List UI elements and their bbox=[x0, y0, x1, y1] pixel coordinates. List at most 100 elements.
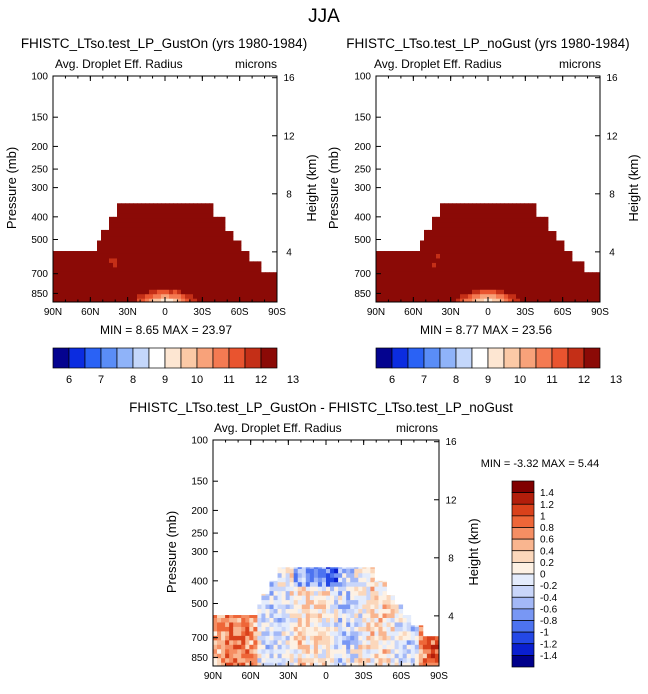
heat-cell bbox=[326, 617, 331, 623]
heat-cell bbox=[137, 245, 142, 250]
heat-cell bbox=[121, 298, 126, 303]
heat-cell bbox=[532, 240, 537, 246]
heat-cell bbox=[137, 294, 142, 300]
heat-cell bbox=[440, 213, 445, 219]
heat-cell bbox=[378, 640, 383, 646]
heat-cell bbox=[508, 258, 513, 264]
heat-cell bbox=[217, 298, 222, 303]
height-tick-label: 12 bbox=[606, 131, 618, 142]
heat-cell bbox=[165, 245, 170, 250]
heat-cell bbox=[113, 222, 118, 228]
heat-cell bbox=[484, 280, 489, 286]
heat-cell bbox=[265, 609, 270, 614]
heat-cell bbox=[53, 298, 58, 303]
heat-cell bbox=[428, 231, 433, 237]
heat-cell bbox=[380, 258, 385, 264]
heat-cell bbox=[468, 203, 473, 206]
heat-cell bbox=[444, 258, 449, 264]
heat-cell bbox=[77, 262, 82, 268]
heat-cell bbox=[157, 231, 162, 237]
heat-cell bbox=[492, 203, 497, 206]
heat-cell bbox=[418, 644, 424, 650]
heat-cell bbox=[53, 285, 58, 291]
heat-cell bbox=[161, 298, 166, 303]
heat-cell bbox=[245, 285, 250, 291]
heat-cell bbox=[125, 285, 130, 291]
heat-cell bbox=[472, 298, 477, 303]
heat-cell bbox=[436, 276, 441, 282]
heat-cell bbox=[193, 203, 198, 206]
heat-cell bbox=[520, 258, 525, 264]
heat-cell bbox=[129, 209, 134, 215]
heat-cell bbox=[448, 222, 453, 228]
heat-cell bbox=[420, 276, 425, 282]
heat-cell bbox=[165, 209, 170, 215]
heat-cell bbox=[472, 204, 477, 210]
heat-cell bbox=[105, 229, 110, 233]
heat-cell bbox=[488, 294, 493, 300]
heat-cell bbox=[189, 222, 194, 228]
heat-cell bbox=[133, 236, 138, 241]
heat-cell bbox=[366, 622, 371, 628]
heat-cell bbox=[492, 231, 497, 237]
heat-cell bbox=[181, 218, 186, 224]
heat-cell bbox=[386, 609, 391, 614]
heat-cell bbox=[432, 227, 437, 233]
heat-cell bbox=[584, 272, 589, 277]
heat-cell bbox=[350, 626, 355, 632]
heat-cell bbox=[484, 218, 489, 224]
heat-cell bbox=[277, 573, 283, 579]
heat-cell bbox=[346, 577, 351, 583]
heat-cell bbox=[241, 635, 246, 641]
heat-cell bbox=[366, 577, 371, 583]
heat-cell bbox=[209, 262, 214, 268]
heat-cell bbox=[488, 298, 493, 303]
heat-cell bbox=[330, 577, 335, 583]
heat-cell bbox=[334, 582, 339, 588]
heat-cell bbox=[396, 262, 401, 268]
heat-cell bbox=[177, 209, 182, 215]
heat-cell bbox=[334, 595, 339, 601]
heat-cell bbox=[217, 662, 222, 667]
heat-cell bbox=[229, 626, 234, 632]
heat-cell bbox=[217, 280, 222, 286]
heat-cell bbox=[321, 595, 327, 601]
heat-cell bbox=[536, 276, 541, 282]
heat-cell bbox=[420, 298, 425, 303]
heat-cell bbox=[354, 582, 359, 588]
heat-cell bbox=[125, 209, 130, 215]
heat-cell bbox=[165, 218, 170, 224]
heat-cell bbox=[408, 258, 413, 264]
heat-cell bbox=[528, 231, 533, 237]
heat-cell bbox=[468, 204, 473, 210]
heat-cell bbox=[508, 227, 513, 233]
heat-cell bbox=[398, 613, 404, 619]
heat-cell bbox=[185, 231, 190, 237]
heat-cell bbox=[137, 285, 142, 291]
heat-cell bbox=[205, 289, 210, 295]
heat-cell bbox=[177, 267, 182, 273]
colorbar-swatch bbox=[487, 347, 505, 369]
heat-cell bbox=[269, 640, 274, 646]
heat-cell bbox=[432, 294, 437, 300]
heat-cell bbox=[309, 617, 315, 623]
heat-cell bbox=[476, 289, 481, 295]
heat-cell bbox=[253, 631, 258, 637]
heat-cell bbox=[165, 271, 170, 277]
heat-cell bbox=[548, 231, 553, 233]
heat-cell bbox=[237, 249, 242, 255]
heat-cell bbox=[504, 253, 509, 259]
heat-cell bbox=[350, 640, 355, 646]
heat-cell bbox=[330, 662, 335, 667]
heat-cell bbox=[476, 271, 481, 277]
heat-cell bbox=[512, 213, 517, 219]
heat-cell bbox=[400, 298, 405, 303]
heat-cell bbox=[69, 258, 74, 264]
colorbar-label: -1 bbox=[540, 628, 549, 639]
heat-cell bbox=[185, 280, 190, 286]
heat-cell bbox=[249, 267, 254, 273]
heat-cell bbox=[317, 644, 323, 650]
heat-cell bbox=[440, 231, 445, 237]
heat-cell bbox=[520, 289, 525, 295]
heat-cell bbox=[257, 635, 262, 641]
